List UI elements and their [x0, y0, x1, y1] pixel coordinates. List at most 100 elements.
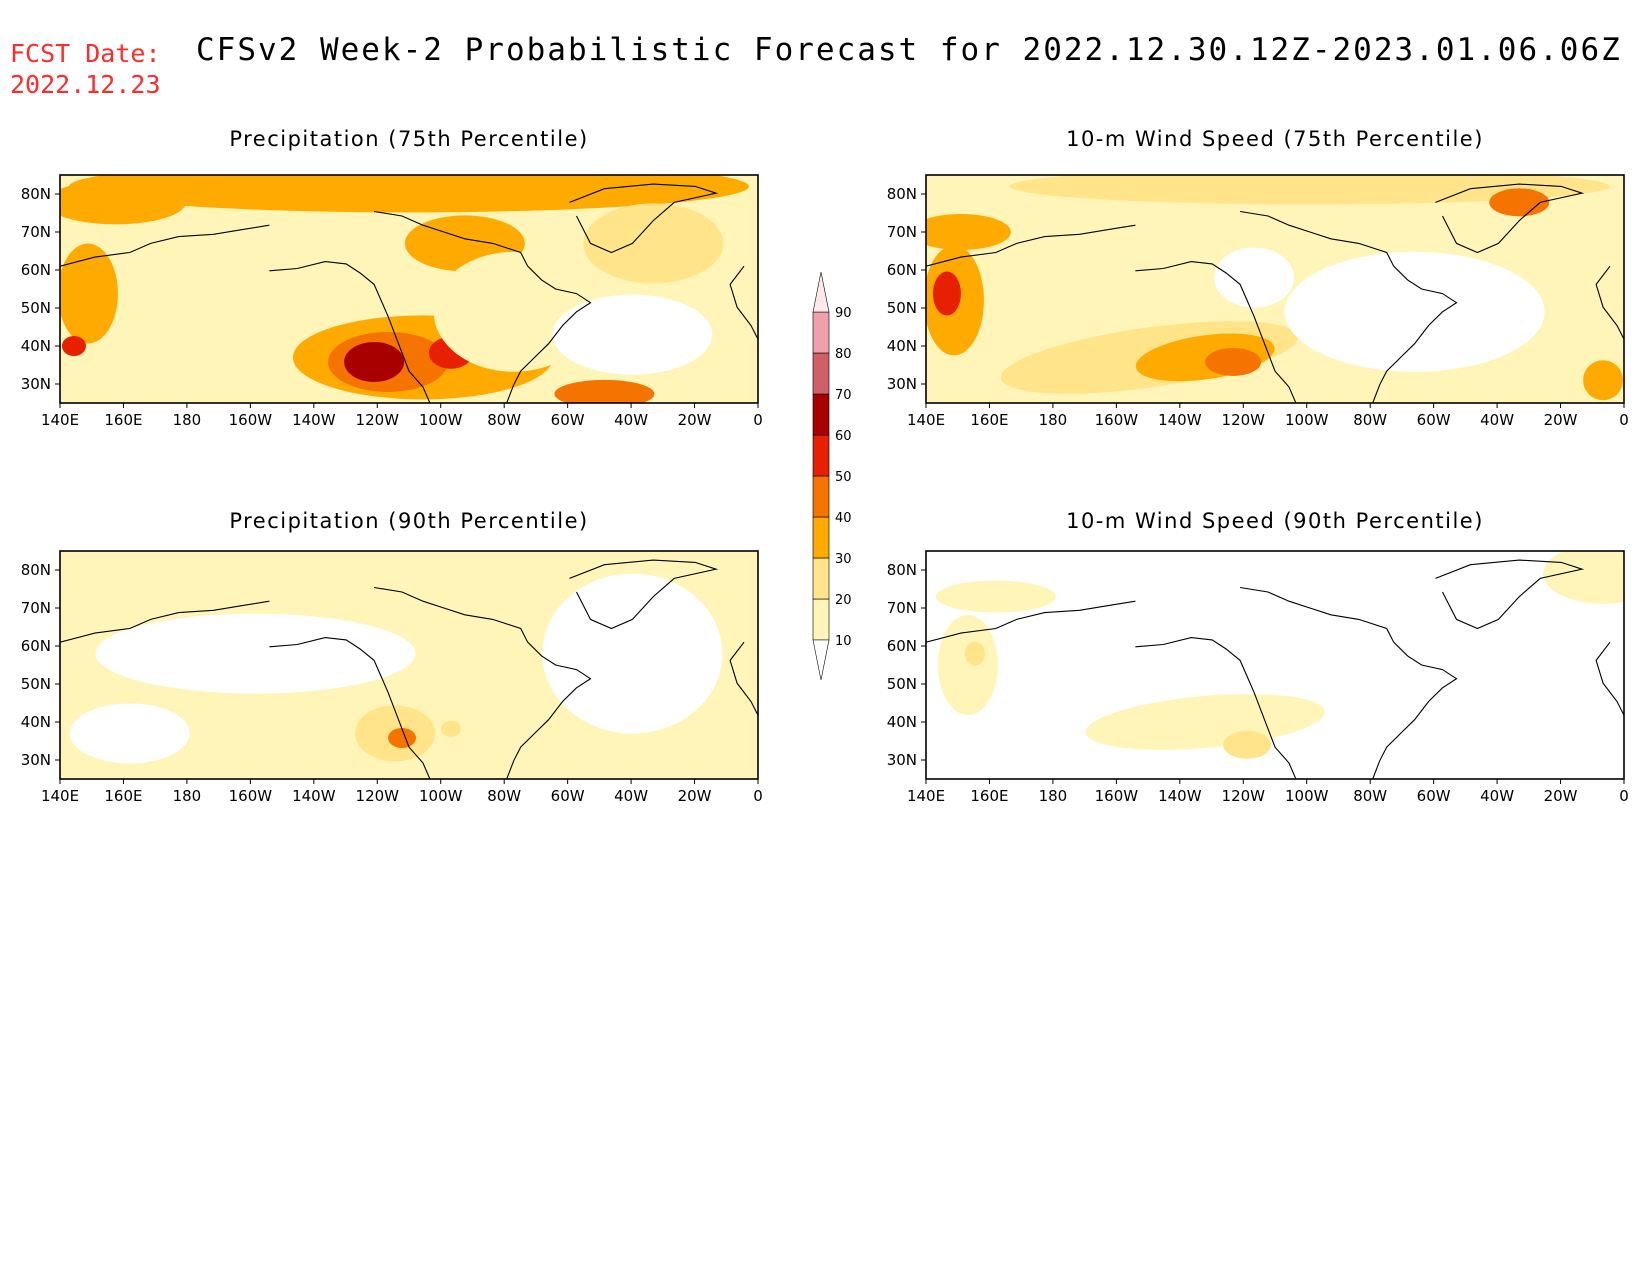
lat-tick-label: 50N [887, 299, 917, 317]
lon-tick-label: 160W [1095, 411, 1139, 429]
panel-frame [925, 550, 1625, 780]
colorbar-tick-label: 80 [835, 347, 852, 362]
lat-tick-label: 80N [887, 185, 917, 203]
lat-tick-label: 80N [21, 561, 51, 579]
colorbar-swatch [812, 393, 830, 436]
lon-tick-label: 140W [292, 787, 336, 805]
lon-tick-label: 80W [487, 411, 521, 429]
colorbar-swatch [812, 352, 830, 395]
lat-tick-label: 70N [21, 599, 51, 617]
lon-tick-label: 120W [356, 787, 400, 805]
fcst-label: FCST Date: [10, 39, 161, 68]
colorbar-swatch [812, 557, 830, 600]
lon-tick-label: 0 [1619, 411, 1629, 429]
panel-title: Precipitation (75th Percentile) [229, 127, 588, 151]
colorbar-max-triangle [812, 271, 830, 313]
lon-tick-label: 160E [104, 411, 142, 429]
coastlines [926, 559, 1624, 779]
panel-precip75: Precipitation (75th Percentile) 140E 160E 1… [21, 127, 763, 429]
lat-tick-label: 50N [21, 299, 51, 317]
panel-frame [925, 174, 1625, 404]
lat-tick-label: 60N [887, 637, 917, 655]
lon-tick-label: 140W [1158, 787, 1202, 805]
probability-field [926, 175, 1624, 403]
panel-title: 10-m Wind Speed (90th Percentile) [1066, 509, 1484, 533]
lat-tick-label: 80N [887, 561, 917, 579]
lon-tick-label: 60W [1417, 787, 1451, 805]
colorbar-swatch [812, 516, 830, 559]
lat-tick-label: 30N [21, 751, 51, 769]
colorbar-min-triangle [812, 639, 830, 681]
lat-tick-label: 40N [21, 713, 51, 731]
main-title: CFSv2 Week-2 Probabilistic Forecast for … [196, 32, 1622, 68]
colorbar-tick-label: 60 [835, 429, 852, 444]
lat-tick-label: 70N [887, 599, 917, 617]
panel-title: 10-m Wind Speed (75th Percentile) [1066, 127, 1484, 151]
lon-tick-label: 20W [678, 787, 712, 805]
probability-field [60, 551, 758, 779]
lon-tick-label: 160E [970, 411, 1008, 429]
lon-tick-label: 180 [1039, 787, 1068, 805]
lon-tick-label: 140E [907, 411, 945, 429]
lon-tick-label: 20W [1544, 787, 1578, 805]
lon-tick-label: 100W [419, 787, 463, 805]
panel-title: Precipitation (90th Percentile) [229, 509, 588, 533]
lon-tick-label: 40W [614, 411, 648, 429]
lon-tick-label: 180 [1039, 411, 1068, 429]
probability-field [60, 175, 758, 403]
lon-tick-label: 80W [1353, 411, 1387, 429]
lon-tick-label: 140E [41, 411, 79, 429]
colorbar-swatch [812, 598, 830, 641]
colorbar-swatch [812, 475, 830, 518]
colorbar-tick-label: 20 [835, 593, 852, 608]
fcst-date: 2022.12.23 [10, 70, 161, 99]
colorbar-tick-label: 10 [835, 634, 852, 649]
lon-tick-label: 60W [551, 411, 585, 429]
lon-tick-label: 160W [229, 787, 273, 805]
lon-tick-label: 100W [1285, 787, 1329, 805]
colorbar-swatch [812, 434, 830, 477]
colorbar: 10 20 30 40 50 60 70 80 90 [812, 271, 852, 681]
lon-tick-label: 160E [104, 787, 142, 805]
lat-tick-label: 40N [21, 337, 51, 355]
colorbar-tick-label: 50 [835, 470, 852, 485]
lat-tick-label: 40N [887, 337, 917, 355]
lon-tick-label: 40W [1480, 787, 1514, 805]
lat-tick-label: 70N [21, 223, 51, 241]
colorbar-tick-label: 70 [835, 388, 852, 403]
lat-tick-label: 50N [887, 675, 917, 693]
lon-tick-label: 180 [173, 411, 202, 429]
lon-tick-label: 160W [229, 411, 273, 429]
colorbar-swatch [812, 311, 830, 354]
lon-tick-label: 140E [907, 787, 945, 805]
lat-tick-label: 30N [887, 751, 917, 769]
panel-frame [59, 174, 759, 404]
coastlines [60, 183, 758, 403]
lat-tick-label: 60N [887, 261, 917, 279]
lon-tick-label: 140E [41, 787, 79, 805]
lon-tick-label: 60W [551, 787, 585, 805]
panel-wind75: 10-m Wind Speed (75th Percentile) 140E 160… [887, 127, 1629, 429]
panel-precip90: Precipitation (90th Percentile) 140E 160E 1… [21, 509, 763, 805]
lat-tick-label: 50N [21, 675, 51, 693]
lat-tick-label: 70N [887, 223, 917, 241]
lon-tick-label: 40W [1480, 411, 1514, 429]
lon-tick-label: 140W [292, 411, 336, 429]
coastlines [926, 183, 1624, 403]
lon-tick-label: 20W [678, 411, 712, 429]
lon-tick-label: 120W [356, 411, 400, 429]
lat-tick-label: 40N [887, 713, 917, 731]
lon-tick-label: 180 [173, 787, 202, 805]
lat-tick-label: 60N [21, 637, 51, 655]
colorbar-tick-label: 90 [835, 306, 852, 321]
lon-tick-label: 160E [970, 787, 1008, 805]
lat-tick-label: 80N [21, 185, 51, 203]
panel-wind90: 10-m Wind Speed (90th Percentile) 140E 160… [887, 509, 1629, 805]
colorbar-tick-label: 30 [835, 552, 852, 567]
colorbar-tick-label: 40 [835, 511, 852, 526]
lat-tick-label: 30N [887, 375, 917, 393]
lon-tick-label: 120W [1222, 411, 1266, 429]
lon-tick-label: 120W [1222, 787, 1266, 805]
coastlines [60, 559, 758, 779]
